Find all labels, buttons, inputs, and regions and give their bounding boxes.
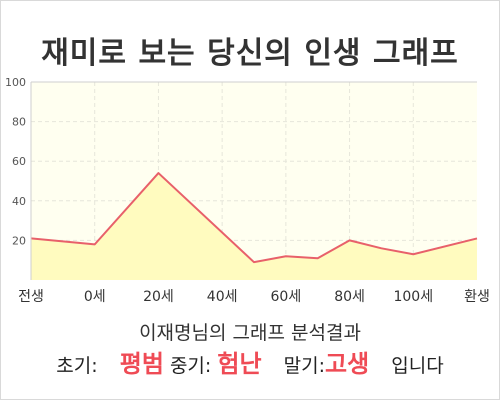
y-tick-label: 40 [12, 195, 26, 208]
result-suffix: 입니다 [391, 355, 444, 377]
x-tick-label: 40세 [207, 289, 238, 305]
y-tick-label: 80 [12, 116, 26, 129]
series-area [31, 173, 477, 280]
x-tick-label: 80세 [334, 289, 365, 305]
x-tick-label: 100세 [393, 289, 433, 305]
x-tick-label: 환생 [464, 289, 490, 305]
mid-label: 중기: [169, 355, 212, 377]
x-tick-label: 60세 [271, 289, 302, 305]
x-tick-label: 20세 [143, 289, 174, 305]
analysis-title: 이재명님의 그래프 분석결과 [139, 322, 361, 344]
series-line [30, 172, 478, 264]
mid-value: 험난 [217, 350, 262, 378]
late-label: 말기: [283, 355, 326, 377]
x-tick-label: 전생 [18, 289, 44, 305]
analysis-result: 초기: 평범 중기: 험난 말기:고생 입니다 [0, 344, 500, 379]
chart-title: 재미로 보는 당신의 인생 그래프 [41, 36, 459, 71]
early-label: 초기: [56, 355, 98, 377]
early-value: 평범 [119, 350, 164, 378]
y-tick-label: 100 [5, 76, 26, 89]
x-tick-label: 0세 [84, 289, 106, 305]
y-tick-label: 20 [12, 234, 26, 247]
late-value: 고생 [325, 350, 370, 378]
y-tick-label: 60 [12, 155, 26, 168]
